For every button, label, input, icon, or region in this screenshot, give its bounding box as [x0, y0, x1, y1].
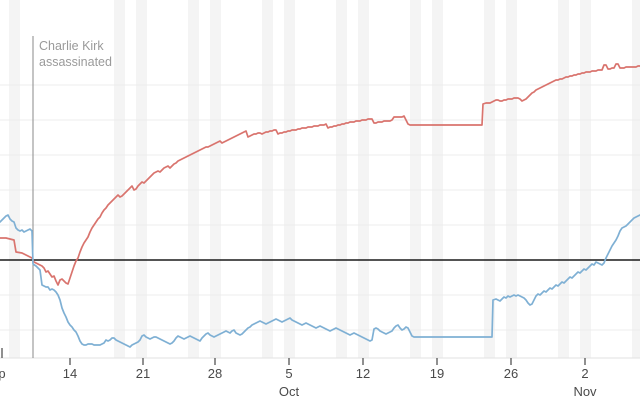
- weekend-band: [632, 0, 640, 358]
- x-tick-label: 14: [63, 366, 77, 381]
- x-tick-label: 5: [285, 366, 292, 381]
- weekend-band: [188, 0, 199, 358]
- weekend-band: [284, 0, 295, 358]
- weekend-band: [484, 0, 495, 358]
- gridline-group: [0, 84, 640, 331]
- x-tick-label: 12: [356, 366, 370, 381]
- x-tick-label: 21: [136, 366, 150, 381]
- x-tick-label: 28: [208, 366, 222, 381]
- weekend-shading-group: [9, 0, 640, 358]
- x-tick-label: 19: [430, 366, 444, 381]
- x-tick-mark-group: [1, 348, 586, 365]
- x-tick-label: 26: [504, 366, 518, 381]
- x-tick-label: p: [0, 366, 6, 381]
- weekend-band: [410, 0, 421, 358]
- weekend-band: [580, 0, 591, 358]
- x-tick-month-label: Oct: [279, 384, 300, 399]
- weekend-band: [336, 0, 347, 358]
- x-tick-label-group: p 14 21 28 5 Oct 12 19 26 2 Nov: [0, 366, 597, 399]
- weekend-band: [136, 0, 147, 358]
- annotation-label-line1: Charlie Kirk: [39, 39, 104, 53]
- weekend-band: [358, 0, 369, 358]
- weekend-band: [506, 0, 517, 358]
- x-tick-month-label: Nov: [573, 384, 597, 399]
- weekend-band: [262, 0, 273, 358]
- series-line-1: [0, 214, 640, 348]
- series-group: [0, 63, 640, 348]
- weekend-band: [432, 0, 443, 358]
- annotation-label-line2: assassinated: [39, 55, 112, 69]
- weekend-band: [9, 0, 20, 358]
- weekend-band: [558, 0, 569, 358]
- weekend-band: [210, 0, 221, 358]
- weekend-band: [114, 0, 125, 358]
- x-tick-label: 2: [581, 366, 588, 381]
- series-line-0: [0, 63, 640, 286]
